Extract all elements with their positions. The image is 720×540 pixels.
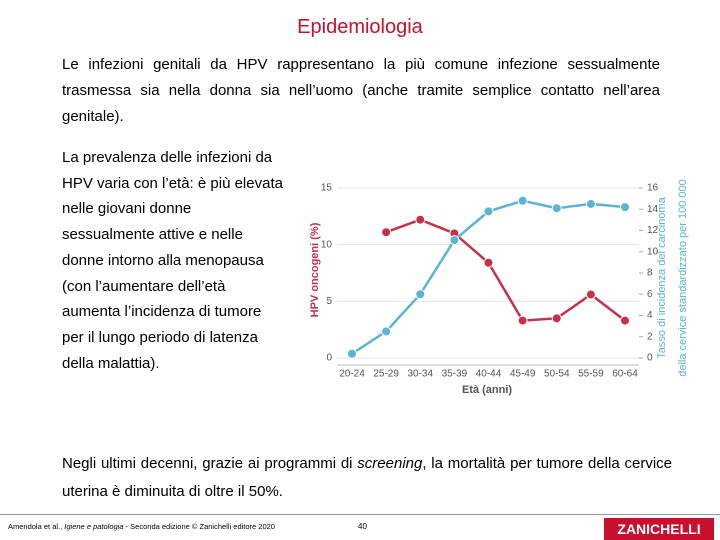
citation: Amendola et al., Igiene e patologia - Se… (8, 522, 275, 531)
text-italic: Igiene e patologia (64, 522, 124, 531)
text: , la mortalità per tumore della cervice … (62, 455, 672, 500)
page-number: 40 (358, 522, 367, 531)
x-tick-label: 30-34 (407, 369, 433, 380)
y2-tick-label: 10 (647, 246, 659, 257)
data-point (415, 289, 426, 300)
data-point (517, 195, 528, 206)
series-line (385, 218, 626, 322)
x-tick-label: 50-54 (544, 369, 570, 380)
data-point (483, 206, 494, 217)
y2-axis-title: della cervice standardizzato per 100 000 (677, 179, 689, 377)
x-tick-label: 40-44 (476, 369, 502, 380)
y-tick-label: 15 (321, 183, 333, 194)
data-point (620, 202, 630, 213)
x-tick-label: 35-39 (442, 369, 468, 380)
chart: HPV oncogeni (%) Tasso di incidenza del … (309, 179, 689, 396)
y-tick-label: 5 (326, 296, 332, 307)
y-axis-title: HPV oncogeni (%) (309, 222, 321, 317)
closing-paragraph: Negli ultimi decenni, grazie ai programm… (62, 450, 672, 506)
slide-title: Epidemiologia (297, 16, 423, 38)
data-point (517, 315, 528, 326)
data-point (381, 227, 392, 238)
text-italic: screening (357, 455, 423, 472)
intro-paragraph: Le infezioni genitali da HPV rappresenta… (62, 56, 660, 125)
data-point (585, 198, 596, 209)
text: Negli ultimi decenni, grazie ai programm… (62, 455, 358, 472)
footer-rule (0, 514, 720, 515)
text: - Seconda edizione © Zanichelli editore … (123, 522, 275, 531)
data-point (415, 214, 426, 225)
brand-logo: ZANICHELLI (604, 518, 714, 540)
y2-tick-label: 4 (647, 310, 653, 321)
data-point (483, 257, 494, 268)
x-tick-label: 45-49 (510, 369, 536, 380)
x-tick-label: 60-64 (612, 369, 638, 380)
y2-tick-label: 0 (647, 353, 653, 364)
y2-tick-label: 16 (647, 183, 659, 194)
data-point (347, 348, 357, 359)
data-point (449, 235, 460, 246)
data-point (381, 326, 392, 337)
text: Amendola et al., (8, 522, 65, 531)
y2-axis-title: Tasso di incidenza del carcinoma (656, 196, 668, 358)
data-point (585, 289, 596, 300)
x-tick-label: 55-59 (578, 369, 604, 380)
x-axis-title: Età (anni) (462, 384, 512, 396)
y2-tick-label: 2 (647, 331, 653, 342)
y2-tick-label: 14 (647, 204, 659, 215)
y2-tick-label: 12 (647, 225, 659, 236)
x-tick-label: 20-24 (339, 369, 365, 380)
y2-tick-label: 6 (647, 289, 653, 300)
data-point (551, 203, 562, 214)
series-line (351, 199, 626, 355)
side-paragraph: La prevalenza delle infezioni da HPV var… (62, 149, 283, 372)
data-point (620, 315, 630, 326)
data-point (551, 313, 562, 324)
y-tick-label: 0 (326, 353, 332, 364)
y2-tick-label: 8 (647, 268, 653, 279)
x-tick-label: 25-29 (373, 369, 399, 380)
y-tick-label: 10 (321, 239, 333, 250)
